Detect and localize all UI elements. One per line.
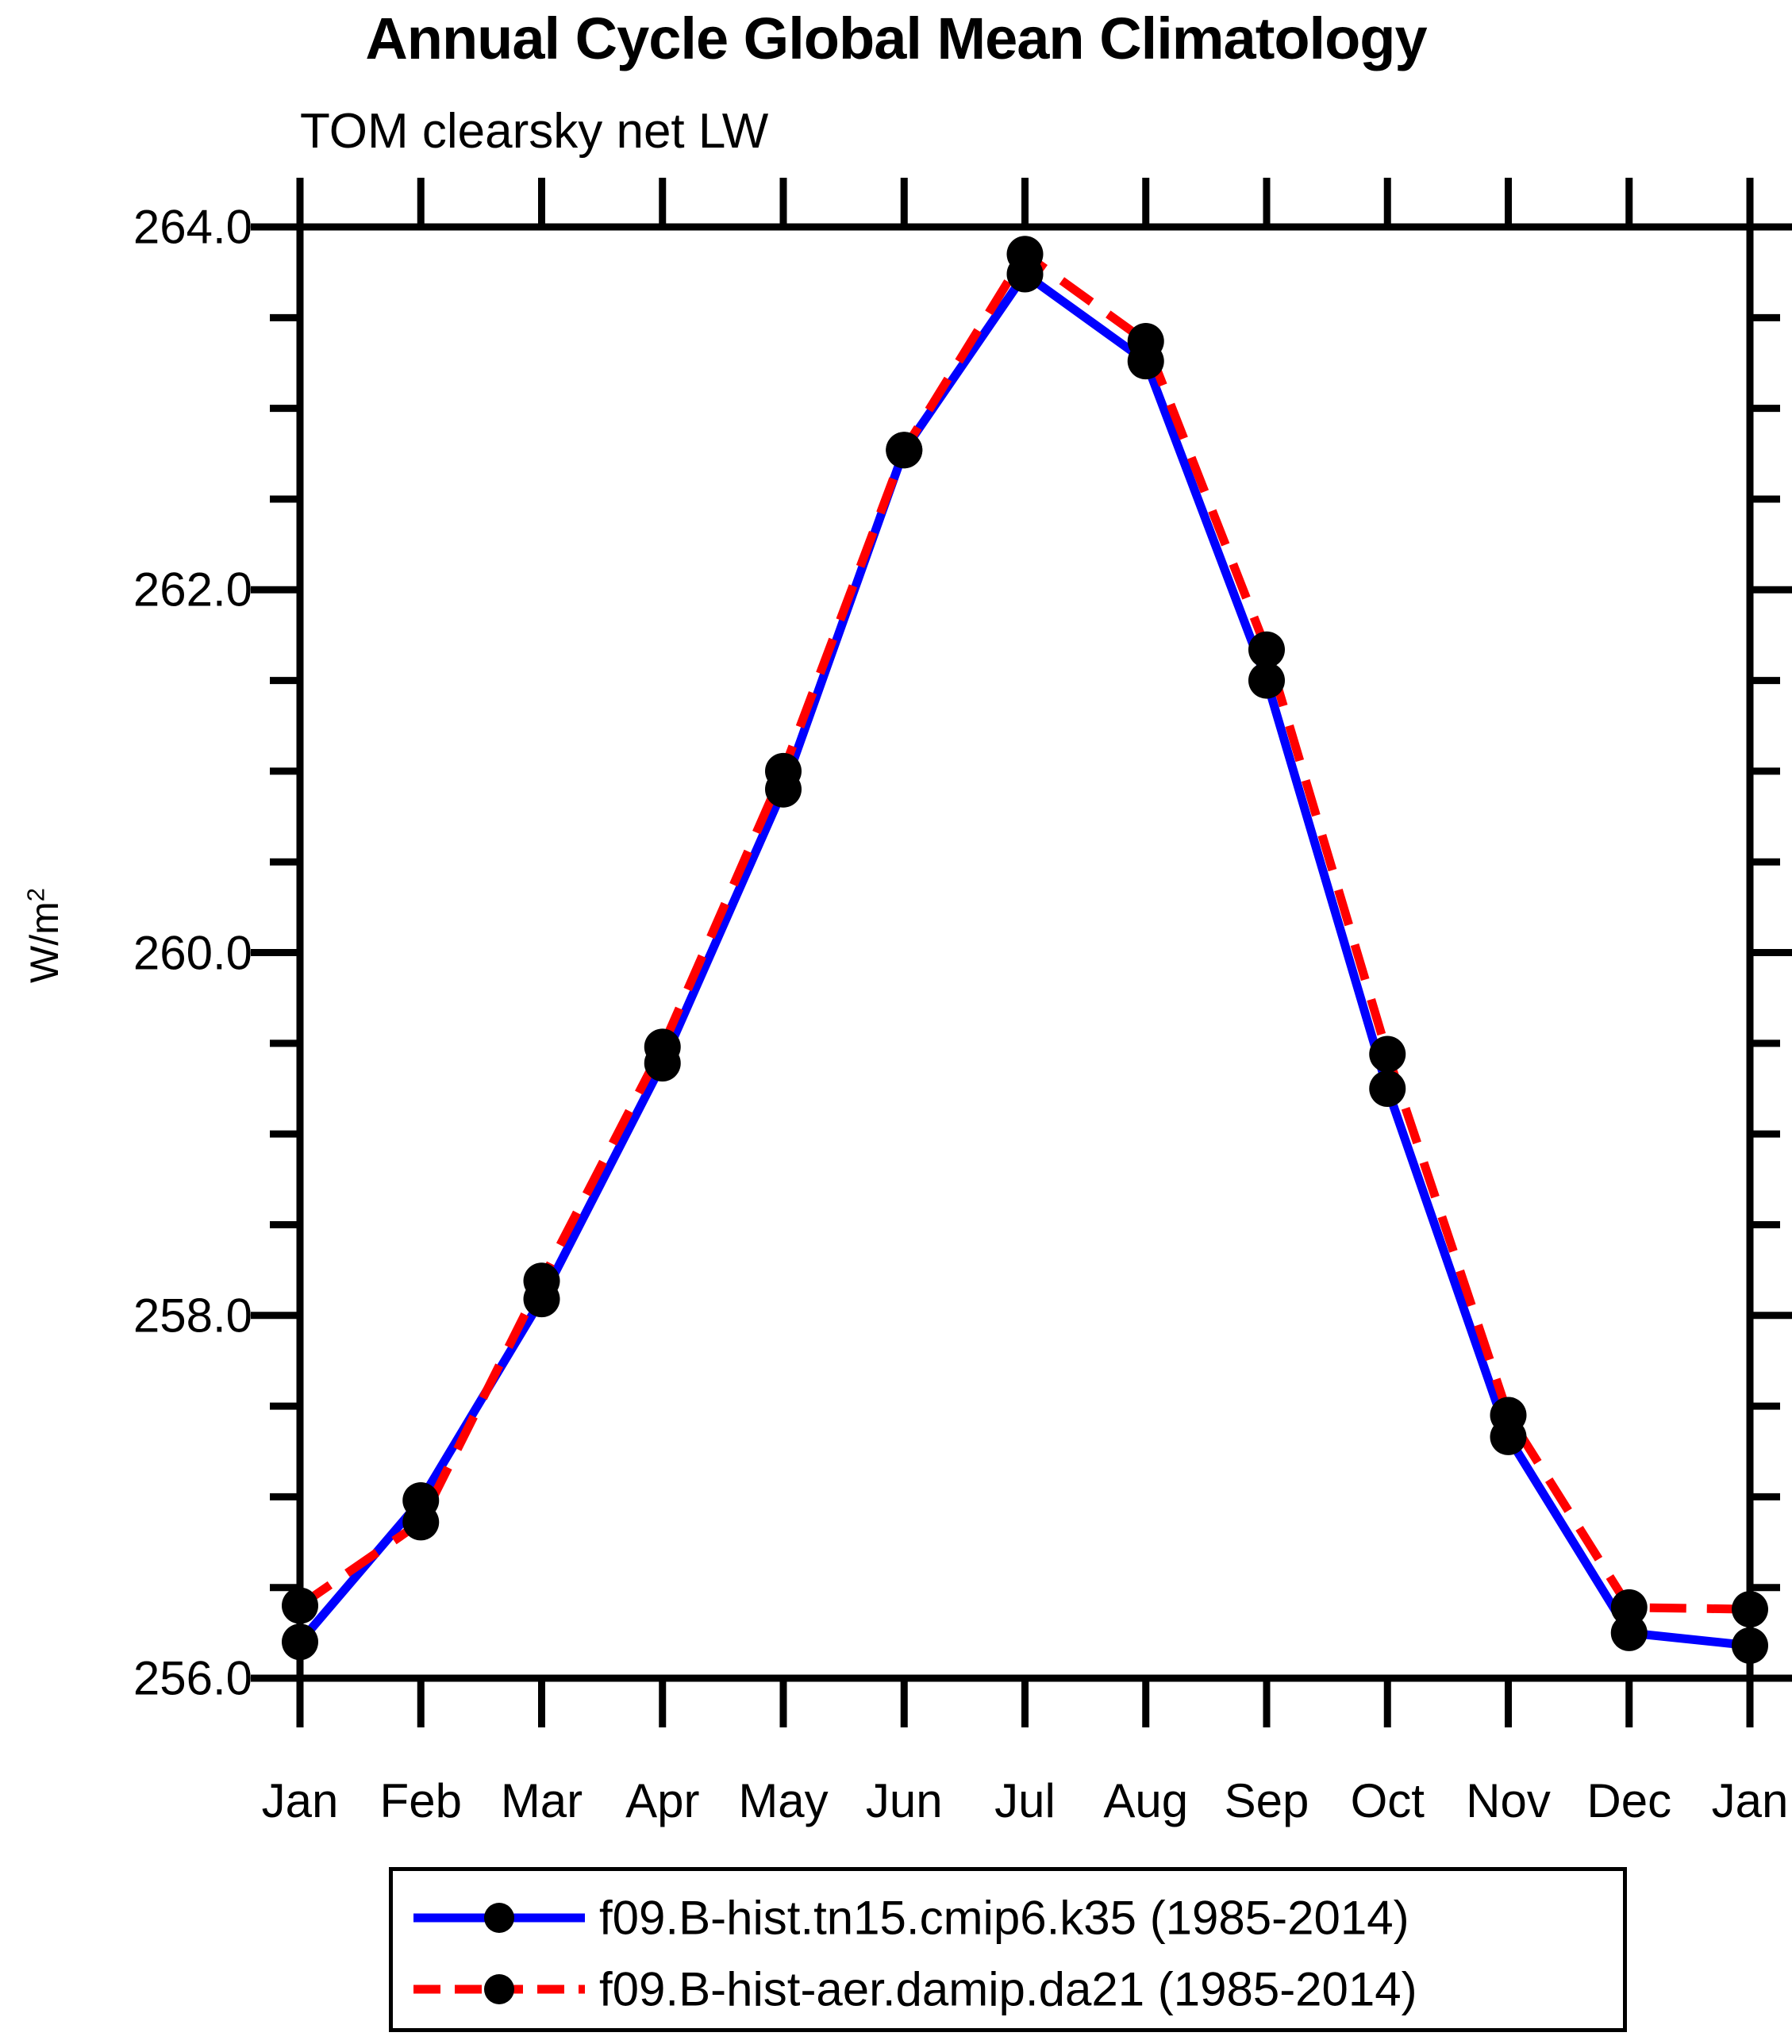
y-tick-label: 260.0 bbox=[133, 926, 252, 979]
x-tick-label: Aug bbox=[1103, 1774, 1189, 1827]
x-tick-label: Jan bbox=[1711, 1774, 1789, 1827]
x-tick-label: Jul bbox=[994, 1774, 1056, 1827]
legend-row: f09.B-hist.tn15.cmip6.k35 (1985-2014) bbox=[393, 1882, 1623, 1954]
legend: f09.B-hist.tn15.cmip6.k35 (1985-2014) f0… bbox=[389, 1867, 1627, 2032]
legend-row: f09.B-hist-aer.damip.da21 (1985-2014) bbox=[393, 1954, 1623, 2025]
x-tick-label: Sep bbox=[1224, 1774, 1309, 1827]
series-lines bbox=[296, 249, 1751, 1650]
page-title: Annual Cycle Global Mean Climatology bbox=[365, 6, 1427, 71]
x-tick-label: Dec bbox=[1586, 1774, 1672, 1827]
legend-label-series-2: f09.B-hist-aer.damip.da21 (1985-2014) bbox=[599, 1962, 1417, 2016]
series-markers bbox=[282, 236, 1768, 1664]
x-tick-label: Apr bbox=[625, 1774, 700, 1827]
y-tick-label: 256.0 bbox=[133, 1651, 252, 1705]
y-tick-label: 262.0 bbox=[133, 563, 252, 617]
chart-subtitle: TOM clearsky net LW bbox=[300, 104, 769, 159]
x-tick-label: Feb bbox=[379, 1774, 462, 1827]
x-tick-label: Jun bbox=[865, 1774, 943, 1827]
x-tick-label: Oct bbox=[1350, 1774, 1425, 1827]
x-tick-label: May bbox=[738, 1774, 829, 1827]
legend-swatch-series-1 bbox=[413, 1903, 585, 1933]
legend-swatch-series-2 bbox=[413, 1974, 585, 2004]
x-tick-label: Jan bbox=[261, 1774, 339, 1827]
axis-ticks bbox=[251, 178, 1792, 1727]
y-tick-label: 264.0 bbox=[133, 200, 252, 254]
x-tick-label: Mar bbox=[500, 1774, 583, 1827]
y-tick-label: 258.0 bbox=[133, 1289, 252, 1343]
legend-label-series-1: f09.B-hist.tn15.cmip6.k35 (1985-2014) bbox=[599, 1891, 1409, 1945]
x-tick-label: Nov bbox=[1466, 1774, 1551, 1827]
